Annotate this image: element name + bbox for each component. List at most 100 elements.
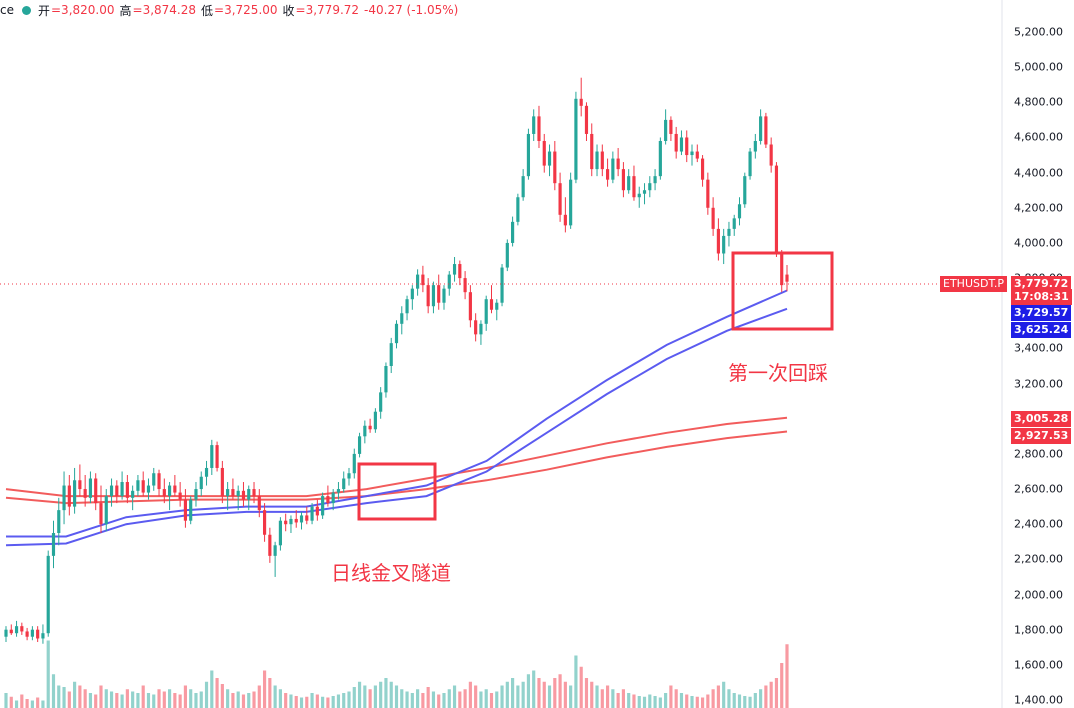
candle-body (41, 633, 45, 639)
volume-bar (394, 685, 399, 708)
countdown-tag: 17:08:31 (1011, 289, 1072, 305)
volume-bar (342, 693, 346, 708)
symbol-fragment: ce (0, 3, 14, 17)
first-retest-annotation: 第一次回踩 (728, 361, 828, 385)
ma-blue-slow-tag: 3,625.24 (1011, 322, 1072, 338)
volume-bar (722, 681, 726, 708)
candle-body (769, 144, 773, 166)
candle-body (716, 228, 720, 254)
candle-body (590, 133, 594, 170)
volume-bar (30, 700, 34, 708)
candle-body (289, 518, 293, 525)
ma-blue-fast-line (6, 289, 788, 538)
candle-body (706, 179, 710, 208)
candle-body (532, 116, 536, 134)
volume-bar (658, 697, 662, 708)
volume-bar (173, 693, 177, 708)
candle-body (109, 485, 114, 497)
candle-body (231, 489, 235, 497)
volume-bar (289, 694, 293, 708)
volume-bar (257, 685, 261, 708)
candle-body (500, 267, 504, 303)
volume-bar (136, 693, 140, 708)
volume-bar (310, 693, 314, 708)
volume-bar (236, 691, 240, 708)
price-axis[interactable]: 5,200.00 5,000.00 4,800.00 4,600.00 4,400.00… (1002, 0, 1074, 708)
ohlc-header: ce 开 =3,820.00 高 =3,874.28 低 =3,725.00 收… (0, 0, 463, 20)
candle-body (78, 480, 82, 490)
volume-bar (447, 689, 451, 708)
volume-bar (368, 689, 372, 708)
candle-body (36, 629, 40, 639)
volume-bar (321, 696, 325, 708)
price-tick-label: 5,000.00 (1014, 60, 1063, 74)
close-label: 收 (282, 3, 295, 18)
candle-body (379, 392, 383, 412)
candle-body (94, 478, 98, 504)
ma-red-slow-line (5, 430, 788, 505)
candle-body (616, 158, 620, 170)
volume-bars (4, 640, 789, 708)
volume-bar (769, 681, 773, 708)
candle-body (537, 116, 541, 141)
volume-bar (268, 678, 272, 708)
volume-bar (220, 684, 224, 708)
volume-bar (210, 670, 214, 708)
price-tick-label: 4,400.00 (1014, 166, 1063, 180)
candle-body (88, 478, 93, 498)
volume-bar (25, 699, 29, 708)
volume-bar (231, 693, 235, 708)
volume-bar (526, 674, 531, 708)
price-tick-label: 4,000.00 (1014, 236, 1063, 250)
volume-bar (241, 694, 246, 708)
volume-bar (299, 697, 304, 708)
volume-bar (558, 674, 562, 708)
candles (4, 77, 789, 644)
candle-body (194, 489, 198, 500)
volume-bar (247, 693, 251, 708)
candle-body (120, 482, 124, 497)
volume-bar (706, 694, 710, 708)
volume-bar (690, 696, 694, 708)
candle-body (695, 151, 699, 159)
candle-body (511, 221, 515, 243)
volume-bar (442, 693, 446, 708)
volume-bar (495, 691, 499, 708)
candle-body (368, 425, 372, 430)
volume-bar (194, 693, 198, 708)
candle-body (442, 288, 446, 303)
candle-body (669, 119, 673, 134)
candle-body (759, 116, 763, 141)
volume-bar (579, 666, 583, 708)
ma-red-slow-tag: 2,927.53 (1011, 428, 1072, 444)
candle-body (62, 485, 66, 511)
volume-bar (326, 697, 330, 708)
volume-bar (743, 696, 747, 708)
candle-body (642, 190, 647, 194)
price-tick-label: 4,600.00 (1014, 130, 1063, 144)
last-price-tag: 3,779.72 (1011, 276, 1072, 292)
candle-body (732, 218, 736, 229)
candle-body (389, 343, 393, 366)
candle-body (452, 264, 457, 275)
candle-body (748, 151, 752, 177)
volume-bar (226, 689, 230, 708)
volume-bar (732, 693, 736, 708)
candle-body (605, 169, 610, 180)
volume-bar (215, 678, 219, 708)
candle-body (46, 555, 50, 634)
candle-body (215, 445, 219, 468)
candle-body (168, 485, 172, 497)
volume-bar (183, 685, 188, 708)
candle-body (505, 242, 509, 268)
candle-body (579, 98, 583, 106)
volume-bar (484, 689, 488, 708)
volume-bar (405, 691, 409, 708)
candle-body (57, 510, 61, 533)
volume-bar (199, 691, 203, 708)
candle-body (764, 116, 768, 145)
candle-body (146, 485, 151, 493)
candle-body (711, 207, 715, 229)
volume-bar (569, 685, 573, 708)
